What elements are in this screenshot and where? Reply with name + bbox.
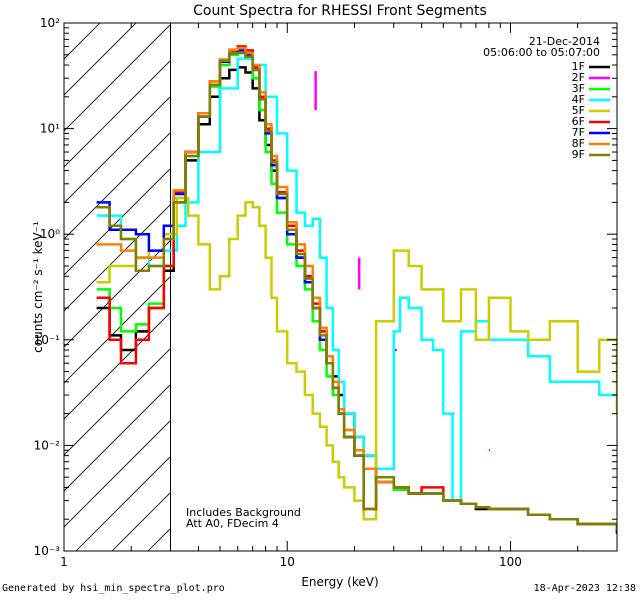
annotation-background: Includes Background bbox=[186, 506, 301, 519]
series-1f-line bbox=[96, 66, 617, 534]
hatch-line bbox=[64, 419, 171, 528]
legend-label-4f: 4F bbox=[572, 93, 585, 106]
date-label: 21-Dec-2014 bbox=[529, 35, 600, 48]
hatch-line bbox=[64, 23, 101, 60]
annotation-attenuator: Att A0, FDecim 4 bbox=[186, 517, 279, 530]
hatch-line bbox=[64, 59, 171, 168]
y-tick-label: 10⁰ bbox=[40, 227, 60, 241]
x-tick-label: 10 bbox=[280, 555, 295, 569]
legend-label-1f: 1F bbox=[572, 60, 585, 73]
hatch-line bbox=[64, 23, 137, 96]
legend-label-8f: 8F bbox=[572, 137, 585, 150]
legend-label-2f: 2F bbox=[572, 71, 585, 84]
chart-title: Count Spectra for RHESSI Front Segments bbox=[193, 3, 487, 19]
hatch-line bbox=[64, 239, 171, 348]
footer-generated-by: Generated by hsi_min_spectra_plot.pro bbox=[2, 583, 225, 594]
y-tick-label: 10⁻¹ bbox=[34, 333, 61, 347]
y-tick-label: 10¹ bbox=[40, 122, 60, 136]
series-9f-line bbox=[96, 51, 617, 531]
series-3f-line bbox=[96, 51, 617, 531]
x-tick-label: 1 bbox=[60, 555, 68, 569]
hatch-line bbox=[64, 23, 171, 132]
legend-label-9f: 9F bbox=[572, 148, 585, 161]
hatch-line bbox=[64, 167, 171, 276]
time-range-label: 05:06:00 to 05:07:00 bbox=[483, 46, 600, 59]
hatch-line bbox=[64, 275, 171, 384]
legend-label-5f: 5F bbox=[572, 104, 585, 117]
y-tick-label: 10⁻² bbox=[34, 438, 61, 452]
y-axis-label: counts cm⁻² s⁻¹ keV⁻¹ bbox=[31, 221, 45, 353]
plot-frame bbox=[63, 22, 618, 552]
hatch-region bbox=[64, 23, 172, 551]
series-5f-line bbox=[96, 196, 617, 521]
footer-timestamp: 18-Apr-2023 12:38 bbox=[533, 583, 636, 594]
axis-ticks: 1 10 100 10⁻³ 10⁻² 10⁻¹ 10⁰ 10¹ 10² bbox=[34, 16, 618, 569]
hatch-line bbox=[64, 203, 171, 312]
y-tick-label: 10⁻³ bbox=[34, 544, 61, 558]
legend-label-7f: 7F bbox=[572, 126, 585, 139]
legend-label-6f: 6F bbox=[572, 115, 585, 128]
hatch-line bbox=[64, 311, 171, 420]
x-axis-label: Energy (keV) bbox=[301, 575, 378, 589]
series-layer bbox=[96, 45, 617, 534]
legend-label-3f: 3F bbox=[572, 82, 585, 95]
hatch-line bbox=[75, 455, 171, 551]
series-7f-line bbox=[96, 49, 617, 534]
x-tick-label: 100 bbox=[499, 555, 522, 569]
hatch-line bbox=[64, 383, 171, 492]
hatch-line bbox=[64, 95, 171, 204]
y-tick-label: 10² bbox=[40, 16, 60, 30]
